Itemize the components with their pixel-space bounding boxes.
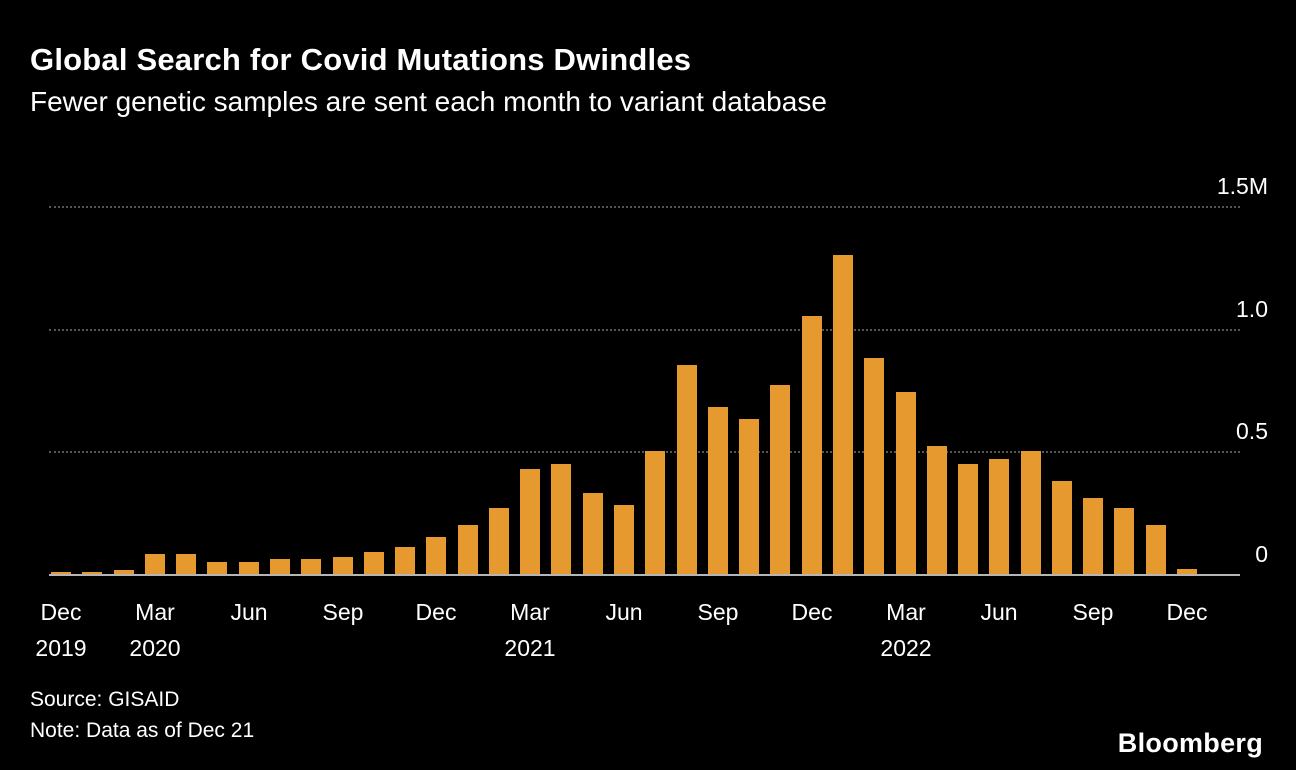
gridline	[49, 329, 1240, 331]
bar	[1021, 451, 1041, 574]
bar	[145, 554, 165, 574]
bar	[645, 451, 665, 574]
bar	[739, 419, 759, 574]
bar	[176, 554, 196, 574]
bar	[395, 547, 415, 574]
x-axis-label: Jun	[230, 594, 267, 630]
bar	[51, 572, 71, 574]
bar	[458, 525, 478, 574]
x-axis-month: Dec	[791, 599, 833, 625]
x-axis-month: Sep	[1072, 599, 1114, 625]
bar	[708, 407, 728, 574]
bar	[927, 446, 947, 574]
x-axis-label: Mar 2020	[129, 594, 180, 666]
y-axis-label: 0	[1255, 541, 1268, 567]
bar	[583, 493, 603, 574]
chart-subtitle: Fewer genetic samples are sent each mont…	[30, 86, 827, 117]
bar	[770, 385, 790, 574]
x-axis-year: 2021	[504, 635, 556, 661]
x-axis-year: 2019	[35, 635, 87, 661]
x-axis-label: Jun	[605, 594, 642, 630]
bar	[82, 572, 102, 574]
x-axis-month: Dec	[1166, 599, 1208, 625]
note-label: Note: Data as of Dec 21	[30, 719, 255, 742]
bar	[1083, 498, 1103, 574]
x-axis-month: Jun	[230, 599, 268, 625]
bar	[520, 469, 540, 574]
bar	[833, 255, 853, 574]
x-axis-month: Mar	[886, 599, 926, 625]
x-axis-month: Sep	[697, 599, 739, 625]
x-axis-line	[49, 574, 1240, 576]
bar	[301, 559, 321, 574]
bar	[239, 562, 259, 574]
bar	[551, 464, 571, 574]
bar	[114, 570, 134, 574]
y-axis-label: 1.5M	[1216, 173, 1268, 199]
x-axis-month: Dec	[40, 599, 82, 625]
y-axis-label: 1.0	[1236, 296, 1268, 322]
x-axis-month: Dec	[415, 599, 457, 625]
bar	[426, 537, 446, 574]
bar	[802, 316, 822, 574]
chart-title: Global Search for Covid Mutations Dwindl…	[30, 42, 692, 77]
bar	[270, 559, 290, 574]
bloomberg-logo: Bloomberg	[1117, 728, 1263, 758]
x-axis-label: Dec 2019	[35, 594, 86, 666]
bar	[333, 557, 353, 574]
bar	[677, 365, 697, 574]
bar	[864, 358, 884, 574]
gridline	[49, 451, 1240, 453]
bar	[896, 392, 916, 574]
x-axis-month: Jun	[980, 599, 1018, 625]
x-axis-month: Sep	[322, 599, 364, 625]
x-axis-label: Mar 2021	[504, 594, 555, 666]
y-axis-label: 0.5	[1236, 418, 1268, 444]
x-axis-label: Mar 2022	[880, 594, 931, 666]
x-axis-label: Dec	[416, 594, 457, 630]
x-axis-year: 2020	[129, 635, 181, 661]
x-axis-label: Jun	[980, 594, 1017, 630]
bar	[958, 464, 978, 574]
bar	[614, 505, 634, 574]
bar	[989, 459, 1009, 574]
bar	[1146, 525, 1166, 574]
x-axis-label: Sep	[698, 594, 739, 630]
x-axis-label: Dec	[792, 594, 833, 630]
x-axis-month: Mar	[510, 599, 550, 625]
x-axis-month: Jun	[605, 599, 643, 625]
x-axis-label: Sep	[323, 594, 364, 630]
x-axis-label: Sep	[1073, 594, 1114, 630]
bar	[1052, 481, 1072, 574]
gridline	[49, 206, 1240, 208]
bar	[364, 552, 384, 574]
bar	[1177, 569, 1197, 574]
x-axis-month: Mar	[135, 599, 175, 625]
x-axis-label: Dec	[1167, 594, 1208, 630]
bar	[489, 508, 509, 574]
bar	[1114, 508, 1134, 574]
x-axis-year: 2022	[880, 635, 932, 661]
bar	[207, 562, 227, 574]
source-label: Source: GISAID	[30, 688, 180, 711]
